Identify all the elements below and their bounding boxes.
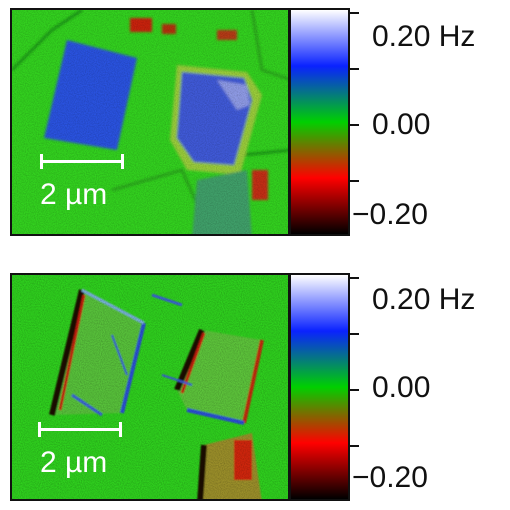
colorbar-mid-label-bottom: 0.00: [372, 371, 431, 404]
top-frequency-map-panel: 2 µm 0.20 Hz 0.00 −0.20: [0, 0, 510, 245]
colorbar-mid-label-top: 0.00: [372, 108, 431, 141]
colorbar-max-label-bottom: 0.20 Hz: [372, 283, 476, 316]
colorbar-tick: [349, 389, 359, 391]
scale-bar-bottom: [38, 422, 122, 437]
frequency-map-image-top: 2 µm: [10, 8, 290, 236]
scale-bar-label-bottom: 2 µm: [40, 446, 108, 479]
colorbar-tick: [349, 333, 359, 335]
colorbar-tick: [349, 12, 359, 14]
colorbar-tick: [349, 277, 359, 279]
colorbar-tick: [349, 445, 359, 447]
colorbar-tick: [349, 180, 359, 182]
scale-bar-top: [40, 154, 124, 169]
frequency-map-bottom-graphic: [12, 275, 288, 499]
colorbar-min-label-bottom: −0.20: [352, 461, 428, 494]
bottom-frequency-map-panel: 2 µm 0.20 Hz 0.00 −0.20: [0, 265, 510, 510]
colorbar-min-label-top: −0.20: [352, 198, 428, 231]
colorbar-max-label-top: 0.20 Hz: [372, 20, 476, 53]
frequency-map-image-bottom: 2 µm: [10, 273, 290, 501]
frequency-map-top-graphic: [12, 10, 288, 234]
colorbar-top: [289, 8, 350, 236]
colorbar-tick: [349, 124, 359, 126]
scale-bar-label-top: 2 µm: [40, 178, 108, 211]
colorbar-bottom: [289, 273, 350, 501]
colorbar-tick: [349, 68, 359, 70]
